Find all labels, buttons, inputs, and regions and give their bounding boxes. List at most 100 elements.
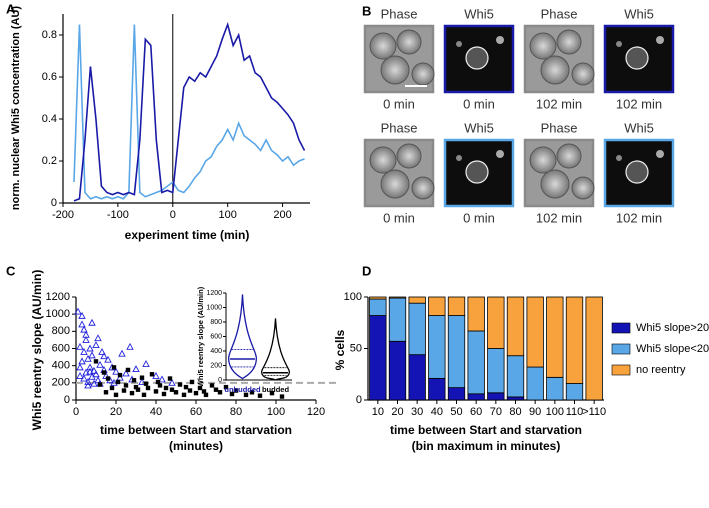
point xyxy=(84,354,92,362)
bar-segment xyxy=(408,354,426,401)
point xyxy=(201,389,207,394)
point xyxy=(139,375,145,380)
x-axis-title: experiment time (min) xyxy=(125,228,250,242)
bar-segment xyxy=(428,377,446,401)
point xyxy=(167,376,173,381)
bar-segment xyxy=(487,348,505,394)
y-tick-label: 400 xyxy=(210,348,222,355)
x-tick-label: 60 xyxy=(190,406,202,418)
y-axis-title: norm. nuclear Whi5 concentration (AU) xyxy=(10,6,22,210)
bar-segment xyxy=(467,393,485,401)
point xyxy=(84,381,92,389)
bar-segment xyxy=(408,296,426,304)
image-title: Phase xyxy=(541,6,578,21)
point xyxy=(78,357,86,365)
point xyxy=(177,382,183,387)
bar-segment xyxy=(428,315,446,379)
bar-segment xyxy=(388,297,407,342)
point xyxy=(110,378,118,386)
bar-segment xyxy=(487,392,505,401)
cell xyxy=(556,143,582,169)
bar-segment xyxy=(526,366,544,401)
y-tick-label: 0.2 xyxy=(42,155,57,167)
x-tick-label: 0 xyxy=(170,209,176,221)
point xyxy=(155,379,161,385)
x-tick-label: budded xyxy=(262,385,289,394)
y-tick-label: 0.8 xyxy=(42,29,57,41)
y-tick-label: 50 xyxy=(350,342,362,354)
point xyxy=(76,342,84,350)
image-title: Phase xyxy=(381,120,418,135)
point xyxy=(149,372,155,377)
x-tick-label: 20 xyxy=(110,406,122,418)
image-caption: 0 min xyxy=(463,96,495,111)
y-tick-label: 200 xyxy=(210,362,222,369)
cell xyxy=(540,169,570,199)
cell xyxy=(556,29,582,55)
y-tick-label: 1000 xyxy=(46,308,70,320)
point xyxy=(104,355,112,363)
point xyxy=(145,385,151,391)
point xyxy=(112,367,120,375)
point xyxy=(183,384,189,390)
bar-segment xyxy=(369,298,387,316)
cell xyxy=(380,55,410,85)
point xyxy=(96,360,104,368)
cell xyxy=(411,62,435,86)
point xyxy=(132,365,140,373)
cell xyxy=(369,146,397,174)
legend-label: Whi5 slope>200 xyxy=(636,322,709,334)
point xyxy=(118,349,126,357)
cell xyxy=(571,176,595,200)
y-tick-label: 100 xyxy=(344,291,362,303)
bar-segment xyxy=(506,296,525,357)
bar-segment xyxy=(369,315,387,401)
point xyxy=(249,390,255,395)
spot xyxy=(616,155,622,161)
bar-segment xyxy=(487,296,505,349)
y-tick-label: 0 xyxy=(218,377,222,384)
point xyxy=(125,367,131,373)
bar-segment xyxy=(369,296,387,300)
point xyxy=(98,347,106,355)
point xyxy=(90,366,98,374)
point xyxy=(93,359,99,364)
point xyxy=(142,360,150,367)
cell xyxy=(529,146,557,174)
nucleus xyxy=(625,46,649,70)
point xyxy=(197,385,203,391)
point xyxy=(217,390,223,395)
point xyxy=(82,330,90,338)
point xyxy=(157,383,163,388)
point xyxy=(135,387,141,392)
y-tick-label: 800 xyxy=(52,325,70,337)
violin xyxy=(227,294,258,380)
point xyxy=(105,376,111,381)
point xyxy=(90,379,98,387)
point xyxy=(78,311,86,319)
image-caption: 0 min xyxy=(383,210,415,225)
point xyxy=(82,368,90,376)
x-tick-label: 120 xyxy=(307,406,325,418)
x-tick-label: 30 xyxy=(411,406,423,418)
bar-segment xyxy=(447,387,466,401)
spot xyxy=(656,150,664,158)
bar-segment xyxy=(585,296,603,401)
cell xyxy=(540,55,570,85)
point xyxy=(193,390,199,396)
point xyxy=(141,392,147,398)
image-title: Whi5 xyxy=(464,120,494,135)
legend-label: Whi5 slope<200 xyxy=(636,343,709,355)
legend-swatch xyxy=(611,343,631,355)
point xyxy=(115,379,121,385)
point xyxy=(123,383,129,388)
point xyxy=(209,383,215,388)
y-tick-label: 1200 xyxy=(46,291,70,303)
point xyxy=(269,390,275,396)
violin xyxy=(260,318,291,381)
y-tick-label: 600 xyxy=(52,342,70,354)
bar-segment xyxy=(526,296,544,368)
point xyxy=(161,391,167,397)
point xyxy=(153,389,159,394)
